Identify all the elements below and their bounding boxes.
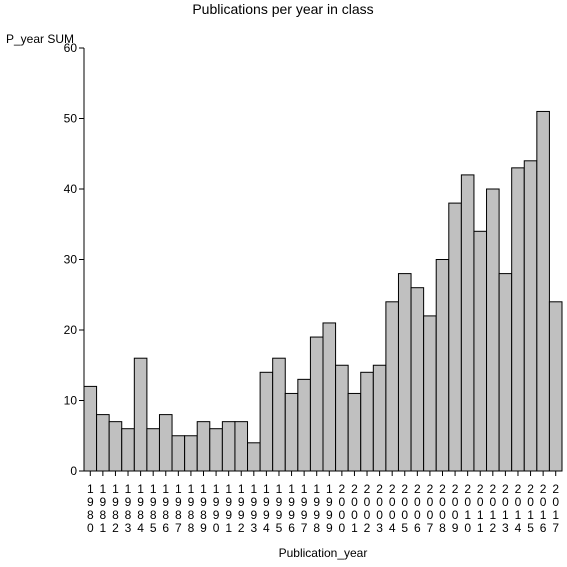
bar-2004 bbox=[385, 301, 399, 472]
bar-2007 bbox=[423, 315, 437, 472]
x-ticks-group: 1 9 8 0 1 9 8 1 1 9 8 2 1 9 8 3 1 9 8 4 1 9 8 5 1 9 8 6 1 9 8 7 1 9 8 8 1 9 8 9… bbox=[87, 471, 559, 535]
bar-2016 bbox=[536, 110, 550, 472]
bar-1999 bbox=[322, 322, 337, 472]
bar-2017 bbox=[548, 301, 563, 472]
bar-1986 bbox=[158, 414, 173, 472]
bar-2000 bbox=[335, 364, 349, 472]
y-tick-label-20: 20 bbox=[64, 323, 78, 337]
bar-1989 bbox=[196, 421, 211, 472]
y-tick-label-60: 60 bbox=[64, 41, 78, 55]
bar-2010 bbox=[460, 174, 475, 472]
bar-2011 bbox=[473, 230, 488, 472]
bar-1993 bbox=[247, 442, 261, 472]
bar-1984 bbox=[133, 357, 148, 472]
bar-2009 bbox=[448, 202, 462, 472]
bar-1983 bbox=[121, 428, 135, 472]
bars-group bbox=[83, 110, 563, 472]
chart-title: Publications per year in class bbox=[192, 1, 373, 17]
bar-1991 bbox=[221, 421, 236, 472]
bar-2003 bbox=[372, 364, 387, 472]
bar-1990 bbox=[209, 428, 223, 472]
y-axis-label: P_year SUM bbox=[6, 32, 74, 46]
bar-1997 bbox=[297, 378, 311, 472]
bar-1995 bbox=[272, 357, 286, 472]
bar-2006 bbox=[410, 287, 425, 472]
bar-2015 bbox=[523, 160, 538, 472]
bar-2013 bbox=[498, 273, 513, 472]
bar-1996 bbox=[284, 392, 299, 472]
bar-1988 bbox=[184, 435, 198, 472]
bar-1987 bbox=[171, 435, 186, 472]
bar-1994 bbox=[259, 371, 274, 472]
y-tick-label-30: 30 bbox=[64, 253, 78, 267]
bar-1985 bbox=[146, 428, 160, 472]
bar-2008 bbox=[435, 259, 450, 472]
x-axis-label: Publication_year bbox=[279, 546, 368, 560]
bar-2014 bbox=[511, 167, 525, 472]
y-tick-label-50: 50 bbox=[64, 112, 78, 126]
bar-2002 bbox=[360, 371, 374, 472]
bar-2001 bbox=[347, 392, 362, 472]
bar-1981 bbox=[96, 414, 110, 472]
y-ticks-group: 0 10 20 30 40 50 60 bbox=[64, 41, 84, 478]
bar-1992 bbox=[234, 421, 249, 472]
y-tick-label-0: 0 bbox=[70, 464, 77, 478]
bar-1980 bbox=[83, 385, 98, 472]
y-tick-label-40: 40 bbox=[64, 182, 78, 196]
bar-2012 bbox=[486, 188, 500, 472]
bar-2005 bbox=[397, 273, 412, 472]
y-tick-label-10: 10 bbox=[64, 394, 78, 408]
bar-1982 bbox=[108, 421, 123, 472]
bar-1998 bbox=[309, 336, 324, 472]
